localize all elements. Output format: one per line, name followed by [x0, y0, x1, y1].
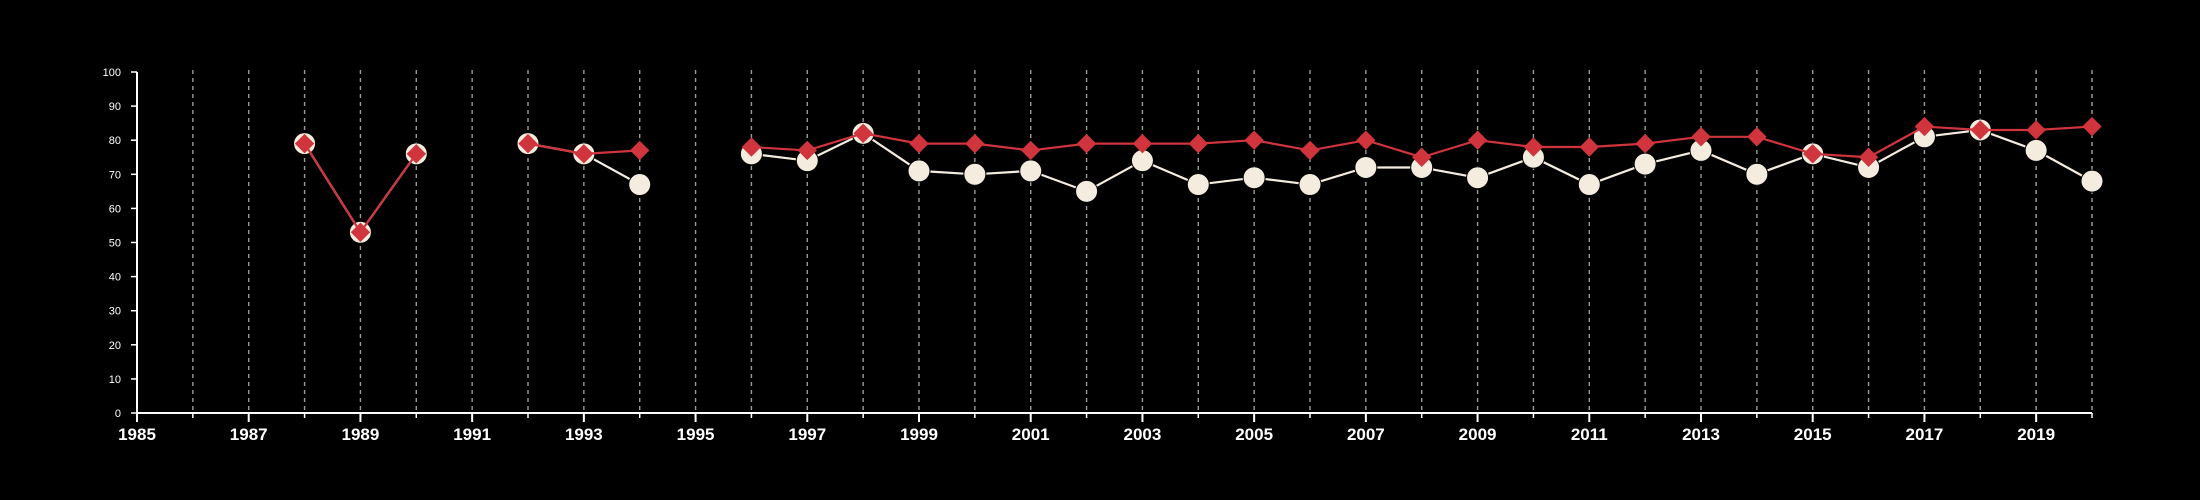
point-circle-2020 [2080, 169, 2104, 193]
gridlines [192, 70, 2093, 413]
point-diamond-2000 [965, 133, 985, 154]
x-tick-label-1985: 1985 [118, 425, 156, 444]
point-diamond-2016 [1858, 147, 1879, 167]
x-tick-label-2011: 2011 [1571, 425, 1608, 444]
point-diamond-2018 [1970, 120, 1990, 140]
series-diamond [294, 116, 2102, 242]
series-line-circle-0 [303, 143, 418, 235]
x-tick-label-2013: 2013 [1682, 425, 1720, 444]
x-tick-label-2003: 2003 [1124, 425, 1162, 444]
y-tick-label-10: 10 [109, 374, 121, 386]
point-diamond-1997 [797, 140, 817, 161]
x-tick-label-2017: 2017 [1906, 425, 1944, 444]
y-tick-label-0: 0 [115, 408, 121, 420]
x-tick-label-1995: 1995 [677, 425, 715, 444]
y-tick-label-20: 20 [109, 340, 121, 352]
point-circle-2000 [963, 162, 987, 186]
x-tick-label-1997: 1997 [788, 425, 826, 444]
x-tick-label-2015: 2015 [1794, 425, 1832, 444]
x-tick-label-1989: 1989 [342, 425, 380, 444]
point-diamond-1996 [741, 137, 762, 157]
point-diamond-1998 [853, 123, 873, 144]
point-diamond-2015 [1803, 144, 1823, 164]
point-circle-2014 [1745, 162, 1769, 186]
x-tick-label-2007: 2007 [1347, 425, 1385, 444]
point-circle-1999 [907, 159, 931, 183]
x-tick-label-1999: 1999 [900, 425, 938, 444]
point-diamond-2006 [1300, 140, 1320, 161]
point-diamond-2007 [1356, 130, 1376, 150]
point-diamond-1999 [909, 133, 929, 154]
x-tick-label-1987: 1987 [230, 425, 268, 444]
point-circle-1994 [628, 173, 652, 197]
y-tick-label-30: 30 [109, 306, 121, 318]
point-diamond-2004 [1188, 133, 1208, 154]
point-diamond-2014 [1747, 127, 1767, 147]
point-diamond-2020 [2082, 116, 2102, 137]
y-tick-label-40: 40 [109, 272, 121, 284]
y-tick-label-90: 90 [109, 101, 121, 113]
x-tick-label-2019: 2019 [2017, 425, 2055, 444]
x-tick-label-2001: 2001 [1012, 425, 1050, 444]
point-diamond-2001 [1021, 140, 1041, 161]
y-tick-label-70: 70 [109, 169, 121, 181]
point-diamond-2003 [1132, 133, 1153, 154]
point-diamond-1994 [630, 140, 650, 161]
point-circle-2004 [1186, 173, 1210, 197]
point-circle-2012 [1633, 152, 1657, 176]
axes: 0 10 20 30 40 50 60 70 80 90 100 1985 1987 1989 1991 19… [103, 67, 2093, 444]
y-tick-label-80: 80 [109, 135, 121, 147]
point-diamond-2012 [1635, 133, 1655, 154]
x-tick-label-2005: 2005 [1235, 425, 1273, 444]
point-diamond-2013 [1691, 127, 1711, 147]
y-tick-label-50: 50 [109, 238, 121, 250]
point-diamond-2005 [1244, 130, 1264, 150]
point-diamond-1990 [406, 144, 426, 164]
point-circle-2007 [1354, 155, 1378, 179]
y-tick-label-100: 100 [103, 67, 121, 79]
point-circle-2009 [1466, 166, 1490, 190]
series-layer [293, 116, 2104, 244]
point-diamond-2010 [1523, 137, 1544, 157]
x-tick-label-1993: 1993 [565, 425, 603, 444]
point-circle-2011 [1577, 173, 1601, 197]
x-tick-label-1991: 1991 [453, 425, 491, 444]
point-diamond-2011 [1579, 137, 1599, 157]
point-circle-2002 [1075, 179, 1099, 203]
x-tick-label-2009: 2009 [1459, 425, 1497, 444]
y-tick-label-60: 60 [109, 203, 121, 215]
point-diamond-1993 [574, 144, 594, 164]
point-diamond-2019 [2026, 120, 2046, 140]
point-diamond-1988 [294, 133, 315, 154]
point-diamond-2008 [1412, 147, 1432, 167]
point-diamond-2017 [1914, 116, 1935, 137]
point-circle-2006 [1298, 173, 1322, 197]
series-line-diamond-0 [303, 143, 418, 235]
point-circle-2005 [1242, 166, 1266, 190]
point-circle-2001 [1019, 159, 1043, 183]
point-diamond-1992 [518, 133, 538, 154]
point-diamond-1989 [350, 222, 371, 242]
point-diamond-2002 [1076, 133, 1097, 154]
point-circle-2019 [2024, 138, 2048, 162]
point-diamond-2009 [1467, 130, 1488, 150]
